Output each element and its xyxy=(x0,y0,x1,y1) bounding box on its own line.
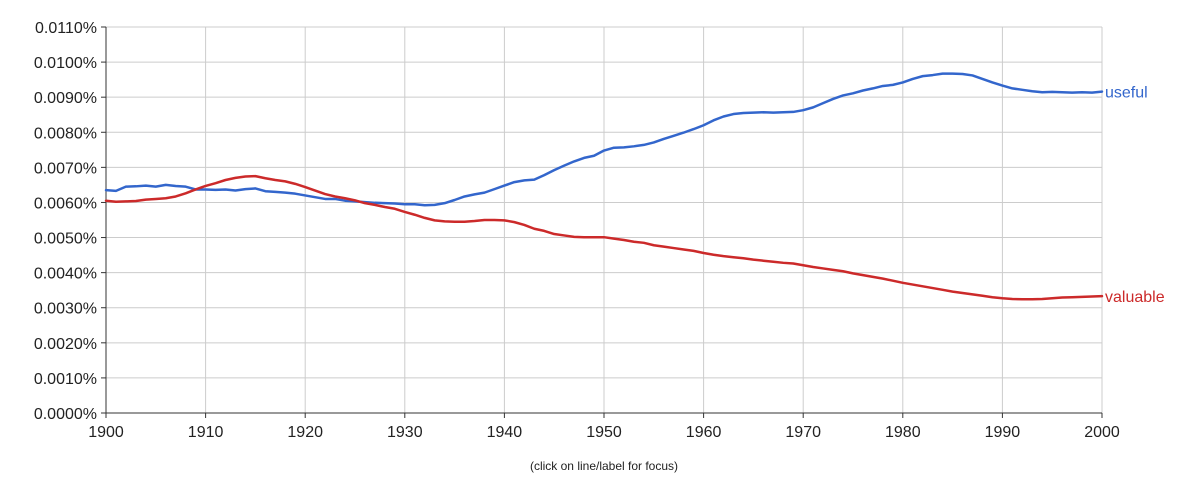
series-labels: useful valuable xyxy=(1105,85,1165,307)
x-tick-label: 1960 xyxy=(686,424,722,441)
y-tick-label: 0.0100% xyxy=(34,55,97,72)
x-tick-labels: 1900 1910 1920 1930 1940 1950 1960 1970 1980 1990… xyxy=(88,413,1120,441)
x-tick-label: 1990 xyxy=(985,424,1021,441)
y-tick-label: 0.0090% xyxy=(34,90,97,107)
x-tick-label: 1980 xyxy=(885,424,921,441)
y-tick-label: 0.0110% xyxy=(35,20,97,37)
series-line-useful[interactable] xyxy=(104,72,1104,207)
y-tick-label: 0.0030% xyxy=(34,301,97,318)
y-tick-label: 0.0070% xyxy=(34,160,97,177)
series-label-useful[interactable]: useful xyxy=(1105,85,1148,102)
x-tick-label: 1950 xyxy=(586,424,622,441)
x-tick-label: 1900 xyxy=(88,424,124,441)
y-tick-label: 0.0080% xyxy=(34,125,97,142)
y-tick-label: 0.0000% xyxy=(34,406,97,423)
x-tick-label: 2000 xyxy=(1084,424,1120,441)
series-lines xyxy=(104,72,1104,301)
x-tick-label: 1970 xyxy=(785,424,821,441)
focus-hint: (click on line/label for focus) xyxy=(530,459,678,473)
grid xyxy=(106,26,1103,413)
y-tick-labels: 0.0000% 0.0010% 0.0020% 0.0030% 0.0040% 0.005… xyxy=(34,20,106,423)
series-label-valuable[interactable]: valuable xyxy=(1105,289,1165,306)
series-line-valuable[interactable] xyxy=(104,174,1104,301)
x-tick-label: 1940 xyxy=(487,424,523,441)
x-tick-label: 1930 xyxy=(387,424,423,441)
x-tick-label: 1920 xyxy=(287,424,323,441)
y-tick-label: 0.0050% xyxy=(34,231,97,248)
y-tick-label: 0.0040% xyxy=(34,266,97,283)
y-tick-label: 0.0010% xyxy=(34,371,97,388)
x-tick-label: 1910 xyxy=(188,424,224,441)
y-tick-label: 0.0020% xyxy=(34,336,97,353)
y-tick-label: 0.0060% xyxy=(34,195,97,212)
